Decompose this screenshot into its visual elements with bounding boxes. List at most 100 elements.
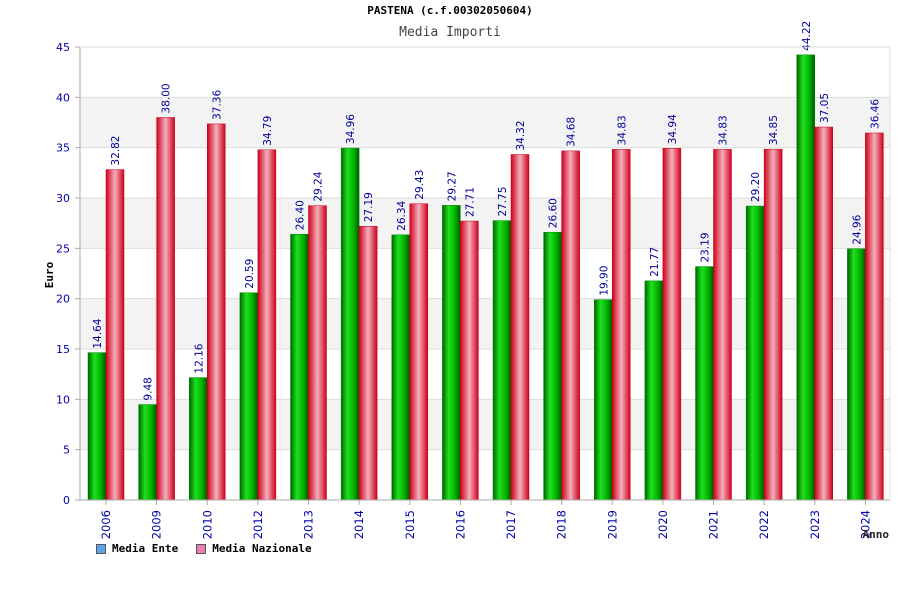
bar-media-ente — [239, 292, 259, 501]
bar-value-label: 29.43 — [414, 170, 426, 200]
bar-media-ente — [138, 404, 157, 501]
x-tick-label: 2014 — [352, 510, 366, 539]
bar-media-ente — [340, 147, 360, 501]
bar-media-nazionale — [814, 126, 833, 501]
bar-value-label: 27.19 — [363, 192, 375, 222]
bar-value-label: 34.96 — [345, 114, 357, 144]
bar-value-label: 27.75 — [497, 187, 509, 217]
bar-media-ente — [695, 266, 714, 501]
bars-group — [87, 54, 884, 501]
bar-value-label: 29.27 — [446, 171, 458, 201]
x-tick-label: 2020 — [656, 510, 670, 539]
bar-media-nazionale — [713, 149, 732, 501]
bar-media-nazionale — [409, 203, 428, 501]
x-tick-label: 2010 — [200, 510, 214, 539]
bar-media-nazionale — [257, 149, 277, 501]
bar-value-label: 29.24 — [313, 171, 325, 201]
bar-value-label: 34.83 — [616, 115, 628, 145]
bar-value-label: 34.79 — [262, 116, 274, 146]
x-tick-label: 2019 — [605, 510, 619, 539]
x-tick-label: 2018 — [555, 510, 569, 539]
bar-value-label: 34.68 — [566, 117, 578, 147]
bar-media-ente — [745, 205, 765, 501]
bar-media-ente — [847, 248, 866, 501]
bar-media-nazionale — [156, 117, 175, 501]
chart-title: PASTENA (c.f.00302050604) — [367, 4, 533, 17]
y-tick-label: 15 — [56, 343, 70, 356]
legend-item-media-nazionale: Media Nazionale — [196, 542, 312, 555]
bar-value-label: 37.36 — [211, 90, 223, 120]
x-axis-label: Anno — [863, 528, 890, 541]
legend-label: Media Ente — [112, 542, 179, 555]
bar-value-label: 26.40 — [295, 200, 307, 230]
bar-media-nazionale — [865, 132, 884, 501]
grid-band — [80, 47, 890, 98]
x-tick-label: 2009 — [150, 510, 164, 539]
y-tick-label: 40 — [56, 91, 70, 104]
legend-label: Media Nazionale — [212, 542, 312, 555]
bar-value-label: 26.60 — [548, 198, 560, 228]
y-tick-label: 20 — [56, 293, 70, 306]
y-tick-label: 35 — [56, 142, 70, 155]
y-tick-label: 45 — [56, 41, 70, 54]
bar-value-label: 34.94 — [667, 114, 679, 144]
x-tick-label: 2006 — [99, 510, 113, 539]
bar-value-label: 21.77 — [649, 247, 661, 277]
bar-labels-group: 14.64 32.82 9.48 38.00 12.16 37.36 20.59 34.79 2… — [92, 21, 881, 401]
bar-media-ente — [391, 234, 410, 501]
bar-media-ente — [290, 233, 309, 501]
chart-subtitle: Media Importi — [399, 25, 501, 40]
bar-media-nazionale — [207, 123, 226, 501]
x-tick-label: 2016 — [453, 510, 467, 539]
y-tick-label: 10 — [56, 393, 70, 406]
x-tick-label: 2024 — [858, 510, 872, 539]
x-tick-label: 2017 — [504, 510, 518, 539]
bar-media-nazionale — [510, 154, 530, 501]
bar-value-label: 36.46 — [869, 99, 881, 129]
axes-group: 0 5 10 15 20 25 30 35 40 45 2006 2009 2010 2012 2013 20… — [56, 41, 891, 539]
bar-media-nazionale — [612, 149, 631, 501]
bar-media-nazionale — [662, 148, 682, 501]
bar-value-label: 34.85 — [768, 115, 780, 145]
bar-value-label: 19.90 — [598, 266, 610, 296]
x-tick-label: 2015 — [403, 510, 417, 539]
y-axis-label: Euro — [43, 261, 56, 288]
bar-value-label: 12.16 — [193, 343, 205, 373]
bar-media-nazionale — [763, 148, 783, 501]
bar-value-label: 38.00 — [161, 83, 173, 113]
bar-value-label: 14.64 — [92, 318, 104, 348]
bar-media-ente — [543, 231, 562, 501]
bar-media-nazionale — [460, 220, 479, 501]
bar-media-ente — [442, 205, 461, 501]
y-tick-label: 0 — [63, 494, 70, 507]
x-tick-label: 2013 — [302, 510, 316, 539]
bar-media-nazionale — [105, 169, 125, 501]
bar-value-label: 27.71 — [464, 187, 476, 217]
x-tick-label: 2012 — [251, 510, 265, 539]
legend-swatch-icon — [96, 543, 106, 554]
bar-value-label: 9.48 — [143, 377, 155, 400]
bar-value-label: 26.34 — [396, 200, 408, 230]
bar-media-ente — [594, 299, 613, 501]
bar-value-label: 34.83 — [718, 115, 730, 145]
bar-value-label: 32.82 — [110, 136, 122, 166]
x-tick-label: 2021 — [707, 510, 721, 539]
legend-item-media-ente: Media Ente — [96, 542, 178, 555]
bar-media-ente — [796, 54, 815, 501]
bar-value-label: 34.32 — [515, 120, 527, 150]
y-tick-label: 25 — [56, 242, 70, 255]
bar-media-nazionale — [308, 205, 327, 501]
bar-media-nazionale — [358, 226, 378, 501]
y-tick-label: 30 — [56, 192, 70, 205]
bar-value-label: 23.19 — [700, 232, 712, 262]
bar-media-ente — [644, 280, 664, 501]
bar-value-label: 24.96 — [851, 214, 863, 244]
bar-media-ente — [87, 352, 107, 501]
bar-value-label: 44.22 — [801, 21, 813, 51]
legend-swatch-icon — [196, 543, 207, 554]
x-tick-label: 2022 — [757, 510, 771, 539]
y-tick-label: 5 — [63, 444, 70, 457]
bar-media-ente — [492, 220, 512, 501]
bar-media-ente — [189, 377, 208, 501]
